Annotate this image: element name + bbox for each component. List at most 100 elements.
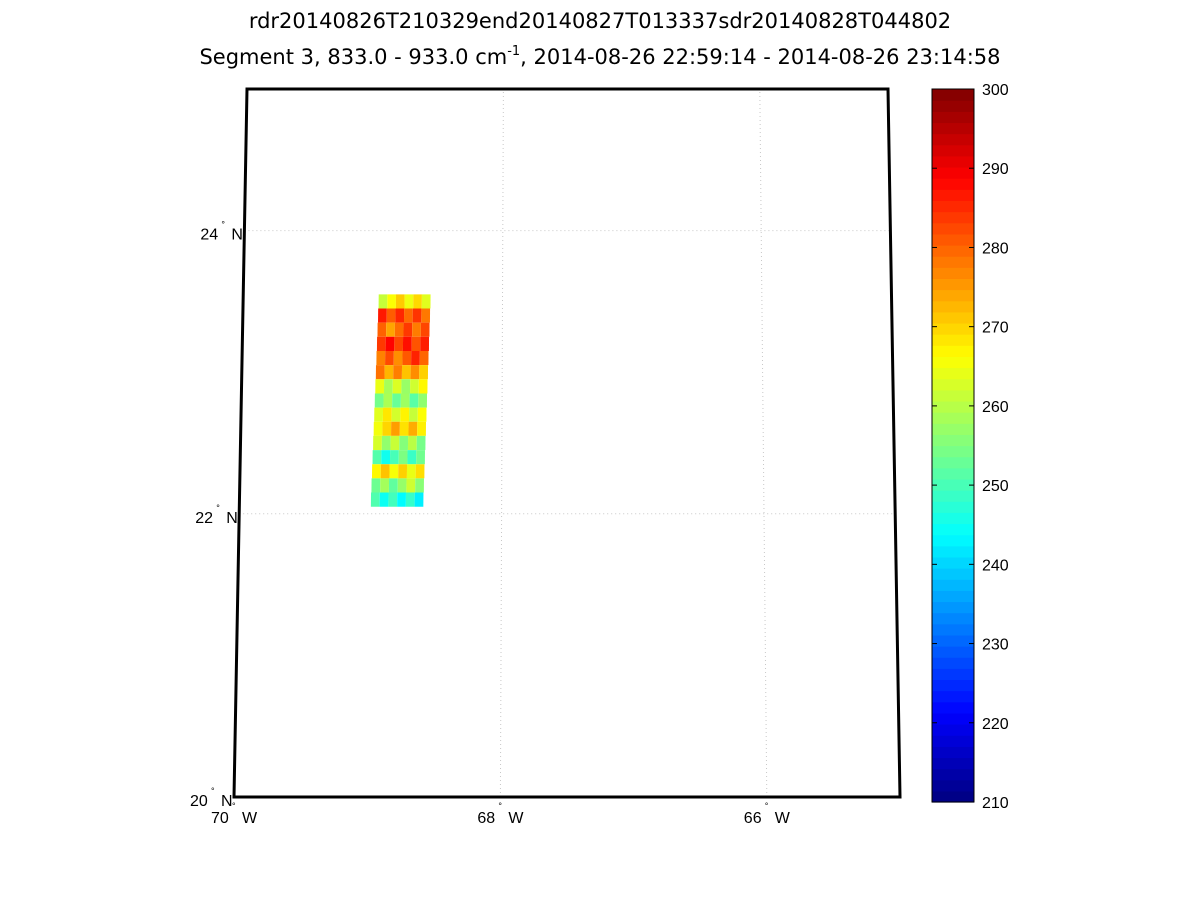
swath-cell bbox=[379, 492, 389, 507]
colorbar-level bbox=[932, 679, 974, 692]
swath-cell bbox=[412, 322, 421, 337]
swath-cell bbox=[378, 294, 388, 309]
subtitle-prefix: Segment 3, 833.0 - 933.0 cm bbox=[199, 45, 508, 69]
colorbar-level bbox=[932, 790, 974, 803]
swath-cell bbox=[399, 435, 409, 451]
swath-cell bbox=[374, 407, 384, 422]
swath-cell bbox=[419, 350, 429, 366]
colorbar-level bbox=[932, 412, 974, 424]
swath-cell bbox=[382, 407, 392, 422]
swath-cell bbox=[388, 478, 398, 493]
swath-cell bbox=[418, 379, 428, 394]
colorbar-level bbox=[932, 657, 974, 669]
swath-cell bbox=[389, 450, 399, 465]
swath-cell bbox=[375, 365, 385, 380]
colorbar-level bbox=[932, 144, 974, 157]
graticule bbox=[233, 88, 900, 798]
colorbar-level bbox=[932, 233, 974, 246]
colorbar-level bbox=[932, 534, 974, 547]
colorbar-tick-label: 270 bbox=[982, 320, 1009, 337]
swath-cell bbox=[405, 492, 415, 507]
colorbar-level bbox=[932, 289, 974, 302]
swath-cell bbox=[399, 421, 409, 436]
swath-cell bbox=[373, 435, 382, 451]
swath-cell bbox=[409, 393, 419, 408]
swath-cell bbox=[395, 308, 405, 323]
degree-symbol: ° bbox=[216, 503, 220, 513]
colorbar-level bbox=[932, 724, 974, 736]
colorbar-level bbox=[932, 89, 974, 101]
swath-cell bbox=[411, 336, 421, 351]
colorbar-level bbox=[932, 623, 974, 636]
colorbar-level bbox=[932, 111, 974, 124]
colorbar-tick-label: 240 bbox=[982, 557, 1009, 574]
swath-cell bbox=[401, 365, 411, 380]
hemisphere-label: W bbox=[775, 810, 791, 827]
swath-cell bbox=[402, 350, 412, 366]
colorbar-level bbox=[932, 133, 974, 146]
colorbar-level bbox=[932, 211, 974, 224]
meridian-gridline bbox=[499, 88, 504, 798]
latitude-tick-label: 22 bbox=[195, 510, 213, 527]
colorbar-level bbox=[932, 478, 974, 491]
swath-cell bbox=[400, 407, 410, 422]
colorbar-level bbox=[932, 100, 974, 112]
swath-cell bbox=[384, 365, 394, 380]
hemisphere-label: N bbox=[221, 793, 233, 810]
swath-cell bbox=[415, 478, 424, 493]
degree-symbol: ° bbox=[211, 786, 215, 796]
swath-cell bbox=[386, 308, 396, 323]
colorbar-tick-label: 220 bbox=[982, 716, 1009, 733]
colorbar-level bbox=[932, 701, 974, 714]
hemisphere-label: W bbox=[508, 810, 524, 827]
swath-cell bbox=[410, 365, 420, 380]
swath-cell bbox=[421, 308, 431, 323]
colorbar-level bbox=[932, 768, 974, 781]
colorbar-level bbox=[932, 166, 974, 179]
swath-cell bbox=[373, 421, 383, 436]
swath-cell bbox=[410, 379, 419, 394]
swath-cell bbox=[383, 393, 393, 408]
longitude-labels: 70°W 68°W 66°W bbox=[211, 801, 791, 827]
swath-cell bbox=[389, 464, 399, 479]
colorbar-level bbox=[932, 601, 974, 614]
swath-cell bbox=[386, 322, 395, 337]
colorbar bbox=[931, 88, 975, 803]
colorbar-level bbox=[932, 256, 974, 268]
swath-cell bbox=[381, 435, 391, 451]
colorbar-level bbox=[932, 389, 974, 402]
colorbar-level bbox=[932, 200, 974, 213]
swath-cell bbox=[408, 407, 418, 422]
swath-cell bbox=[415, 464, 425, 479]
swath-cell bbox=[385, 336, 395, 351]
swath-cell bbox=[398, 464, 408, 479]
degree-symbol: ° bbox=[498, 801, 502, 811]
degree-symbol: ° bbox=[221, 220, 225, 230]
swath-cell bbox=[418, 393, 428, 408]
colorbar-level bbox=[932, 712, 974, 725]
chart-subtitle: Segment 3, 833.0 - 933.0 cm-1, 2014-08-2… bbox=[0, 45, 1200, 69]
swath-cell bbox=[416, 435, 426, 451]
swath-cell bbox=[371, 464, 381, 479]
swath-cell bbox=[419, 365, 429, 380]
colorbar-tick-label: 260 bbox=[982, 399, 1009, 416]
colorbar-level bbox=[932, 779, 974, 792]
colorbar-level bbox=[932, 356, 974, 369]
swath-cell bbox=[370, 492, 380, 507]
swath-cell bbox=[381, 450, 391, 465]
colorbar-tick-label: 290 bbox=[982, 161, 1009, 178]
swath-cell bbox=[397, 492, 406, 507]
swath-cell bbox=[414, 492, 424, 507]
colorbar-level bbox=[932, 735, 974, 747]
colorbar-level bbox=[932, 512, 974, 525]
swath-cell bbox=[383, 379, 393, 394]
swath-cell bbox=[406, 464, 416, 479]
swath-cell bbox=[391, 407, 401, 422]
swath-cell bbox=[377, 322, 387, 337]
subtitle-exponent: -1 bbox=[507, 44, 521, 59]
latitude-labels: 20°N22°N24°N bbox=[190, 220, 243, 810]
swath-cell bbox=[395, 294, 405, 309]
swath-cell bbox=[385, 350, 394, 366]
meridian-gridline bbox=[759, 88, 768, 798]
swath-cell bbox=[382, 421, 392, 436]
